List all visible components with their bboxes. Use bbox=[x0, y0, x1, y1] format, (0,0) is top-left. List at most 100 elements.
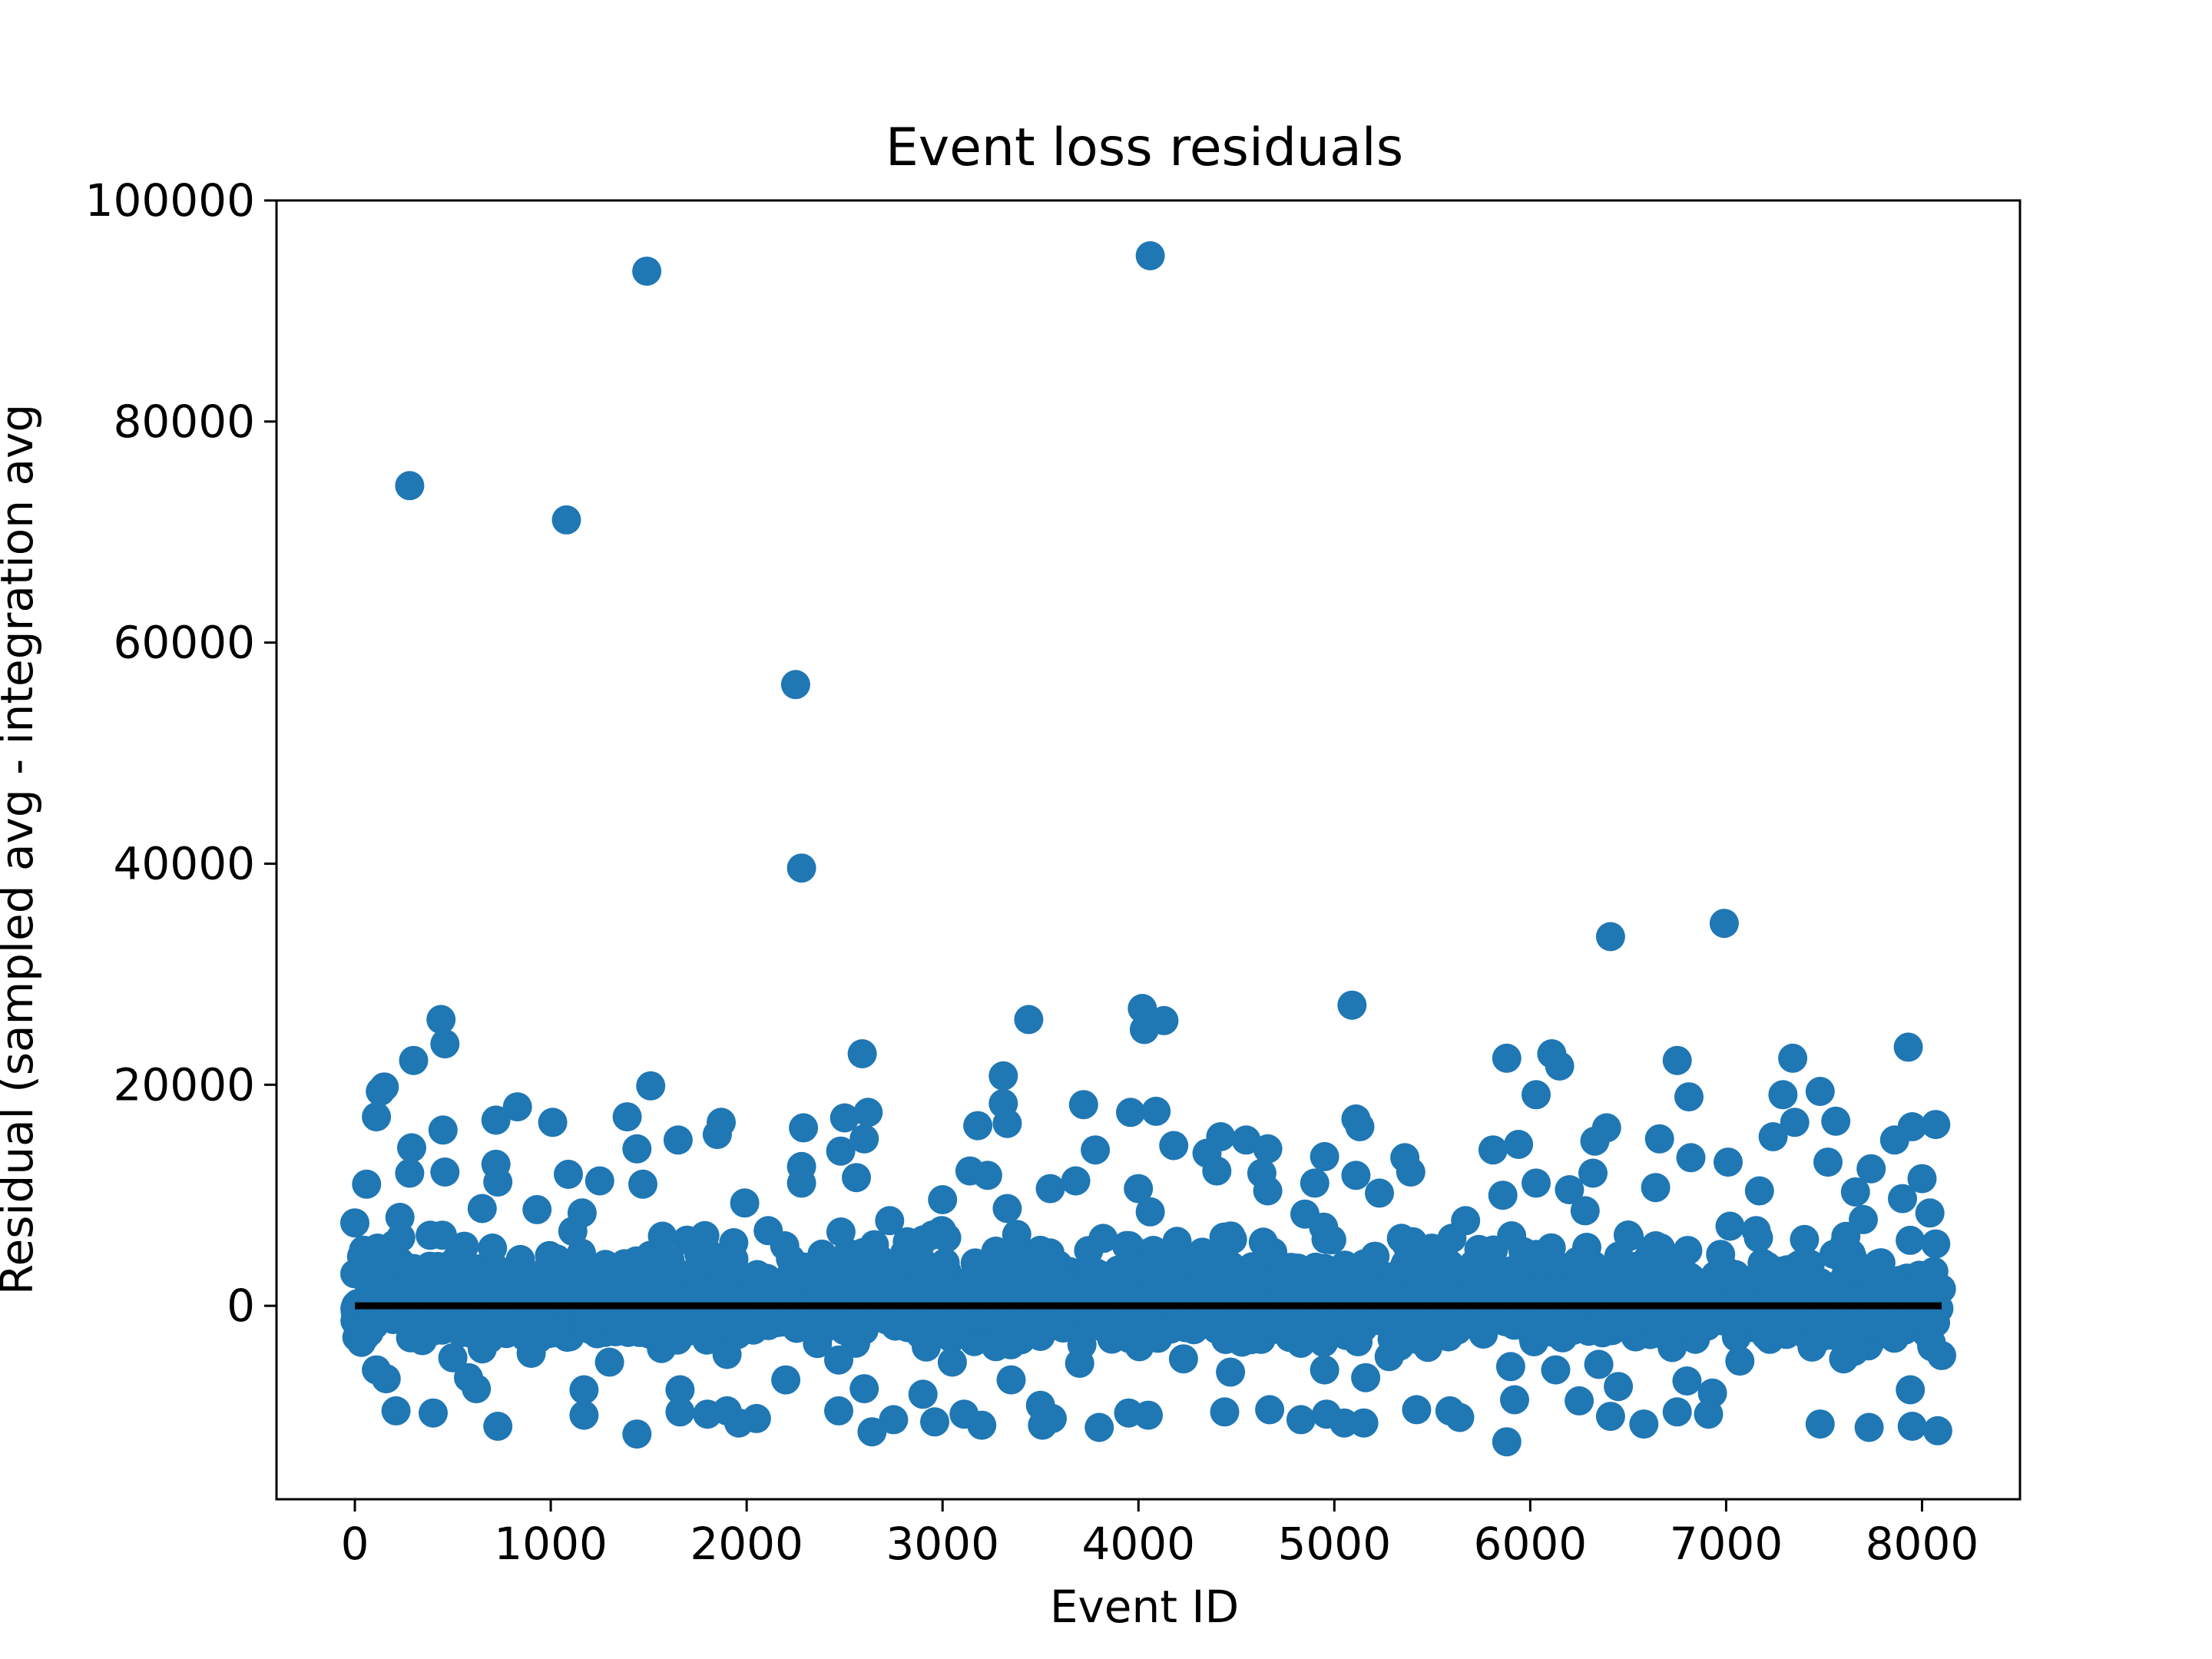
data-point bbox=[1068, 1090, 1098, 1120]
data-point bbox=[1202, 1156, 1232, 1186]
data-point-dense bbox=[1240, 1263, 1270, 1293]
data-point bbox=[1565, 1386, 1594, 1416]
data-point bbox=[340, 1259, 369, 1289]
data-point bbox=[1907, 1164, 1937, 1194]
data-point bbox=[1286, 1405, 1316, 1435]
data-point bbox=[1662, 1397, 1692, 1427]
data-point-dense bbox=[1809, 1321, 1839, 1351]
data-point-dense bbox=[1503, 1303, 1533, 1333]
data-point bbox=[780, 670, 810, 700]
data-point-dense bbox=[960, 1286, 990, 1316]
data-point bbox=[1570, 1196, 1600, 1226]
data-point bbox=[928, 1185, 958, 1214]
data-point bbox=[551, 505, 581, 535]
data-point bbox=[1917, 1332, 1947, 1362]
data-point-dense bbox=[1076, 1258, 1106, 1288]
data-point-dense bbox=[1896, 1225, 1926, 1255]
data-point bbox=[426, 1005, 456, 1035]
data-point bbox=[1300, 1168, 1330, 1198]
data-point bbox=[502, 1092, 532, 1122]
y-tick-label: 0 bbox=[227, 1280, 255, 1332]
y-axis-label: Residual (sampled avg - integration avg bbox=[0, 404, 43, 1295]
data-point-dense bbox=[449, 1231, 479, 1261]
data-point bbox=[481, 1105, 511, 1135]
data-point bbox=[1676, 1143, 1706, 1173]
data-point-dense bbox=[1217, 1251, 1246, 1281]
data-point bbox=[1451, 1206, 1481, 1236]
data-point bbox=[1896, 1375, 1926, 1405]
data-point bbox=[1522, 1168, 1551, 1198]
data-point-dense bbox=[612, 1274, 642, 1303]
data-point bbox=[594, 1347, 624, 1377]
data-point bbox=[352, 1169, 382, 1199]
data-point bbox=[988, 1061, 1018, 1091]
data-point bbox=[1253, 1134, 1283, 1164]
data-point-dense bbox=[906, 1320, 935, 1349]
data-point-dense bbox=[1650, 1263, 1680, 1293]
data-point bbox=[622, 1419, 652, 1449]
data-point bbox=[1088, 1224, 1118, 1253]
data-point-dense bbox=[1840, 1250, 1870, 1280]
data-point bbox=[1662, 1045, 1692, 1075]
data-point-dense bbox=[1573, 1286, 1603, 1316]
data-point bbox=[628, 1169, 657, 1199]
data-point bbox=[1790, 1224, 1820, 1254]
data-point bbox=[826, 1136, 856, 1166]
x-tick-label: 5000 bbox=[1277, 1518, 1391, 1570]
data-point bbox=[569, 1375, 599, 1405]
data-point bbox=[1714, 1147, 1743, 1177]
data-point bbox=[462, 1374, 492, 1404]
data-point bbox=[1813, 1147, 1843, 1177]
data-point bbox=[786, 853, 816, 883]
x-tick-label: 4000 bbox=[1081, 1518, 1195, 1570]
data-point-dense bbox=[803, 1329, 833, 1359]
data-point bbox=[1134, 1400, 1163, 1430]
x-tick-label: 1000 bbox=[494, 1518, 608, 1570]
data-point bbox=[340, 1208, 369, 1238]
data-point bbox=[1921, 1229, 1951, 1259]
data-point bbox=[522, 1194, 552, 1224]
data-point-dense bbox=[1721, 1322, 1751, 1352]
data-point bbox=[1253, 1176, 1283, 1206]
data-point bbox=[1159, 1131, 1189, 1161]
data-point bbox=[1374, 1342, 1404, 1372]
data-point bbox=[853, 1098, 883, 1128]
data-point bbox=[430, 1029, 460, 1059]
data-point-dense bbox=[1148, 1255, 1178, 1285]
data-point bbox=[1492, 1043, 1522, 1073]
data-point bbox=[1578, 1158, 1608, 1188]
data-point bbox=[467, 1194, 497, 1224]
data-point bbox=[1919, 1257, 1949, 1286]
data-point bbox=[918, 1220, 948, 1250]
data-point-dense bbox=[1558, 1316, 1588, 1345]
data-point bbox=[569, 1400, 599, 1430]
data-point bbox=[1629, 1409, 1659, 1439]
data-point bbox=[1715, 1211, 1745, 1241]
data-point bbox=[1888, 1184, 1917, 1214]
x-tick-label: 8000 bbox=[1866, 1518, 1979, 1570]
data-point bbox=[1672, 1366, 1702, 1396]
y-axis: 0 20000 40000 60000 80000 100000 bbox=[85, 174, 276, 1332]
data-point-dense bbox=[647, 1303, 677, 1333]
data-point bbox=[1492, 1427, 1522, 1457]
data-point bbox=[1584, 1349, 1614, 1379]
data-point-dense bbox=[1598, 1270, 1628, 1300]
data-point bbox=[1613, 1220, 1643, 1250]
data-point bbox=[1856, 1154, 1886, 1184]
data-point bbox=[1061, 1166, 1091, 1196]
data-point-dense bbox=[1416, 1248, 1445, 1278]
data-point bbox=[741, 1403, 771, 1433]
data-point-dense bbox=[892, 1227, 922, 1257]
data-point bbox=[1365, 1178, 1394, 1208]
data-point-dense bbox=[1188, 1270, 1218, 1300]
data-point bbox=[1897, 1412, 1927, 1441]
data-point bbox=[348, 1319, 378, 1349]
data-point bbox=[1402, 1395, 1432, 1425]
data-point bbox=[849, 1374, 879, 1404]
data-point bbox=[1341, 1161, 1371, 1190]
data-point-dense bbox=[1116, 1303, 1145, 1333]
data-point bbox=[395, 1158, 425, 1188]
y-tick-label: 20000 bbox=[113, 1058, 255, 1111]
data-point bbox=[1805, 1077, 1835, 1106]
data-point bbox=[1780, 1108, 1810, 1137]
